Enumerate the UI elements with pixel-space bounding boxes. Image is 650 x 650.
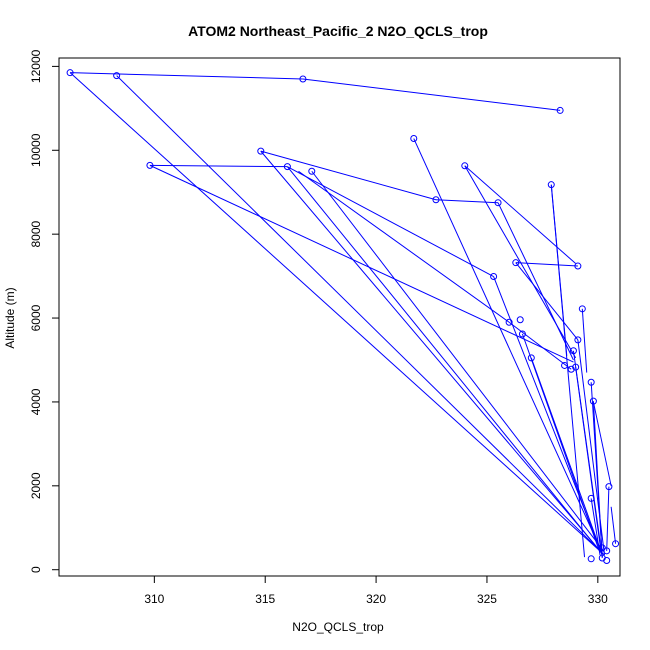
data-point [527,354,535,362]
data-point [578,305,586,313]
data-line-segment [302,78,561,111]
data-point [490,273,498,281]
data-line-segment [515,262,579,341]
data-point [299,75,307,83]
data-line-segment [69,72,605,556]
data-point [432,196,440,204]
data-line-segment [575,367,601,545]
data-line-segment [116,75,603,554]
x-tick-label: 310 [144,592,164,606]
data-point [572,363,580,371]
data-point [574,336,582,344]
data-line-segment [287,166,599,550]
x-tick-label: 330 [588,592,608,606]
data-point [257,147,265,155]
data-line-segment [413,138,603,554]
x-tick-label: 320 [366,592,386,606]
data-line-segment [592,401,603,558]
y-tick-label: 10000 [29,133,43,167]
data-segments [69,72,617,558]
x-tick-label: 315 [255,592,275,606]
data-line-segment [149,164,574,363]
data-line-segment [606,486,610,551]
plot-frame [58,57,621,577]
data-point [561,361,569,369]
data-line-segment [311,170,605,553]
data-line-segment [550,184,568,356]
data-point [461,162,469,170]
data-line-segment [70,72,303,80]
y-tick-label: 12000 [29,49,43,83]
data-line-segment [260,150,601,552]
data-point [603,547,611,555]
data-point [283,163,291,171]
data-line-segment [497,202,574,361]
data-line-segment [287,166,494,277]
x-axis-label: N2O_QCLS_trop [292,620,384,634]
data-point [146,161,154,169]
data-point [410,135,418,143]
data-point [567,365,575,373]
data-point [603,556,611,564]
y-tick-label: 4000 [29,388,43,415]
data-points [66,69,620,564]
y-tick-label: 8000 [29,220,43,247]
data-line-segment [530,357,603,556]
y-tick-label: 6000 [29,304,43,331]
data-line-segment [149,164,288,168]
data-line-segment [298,170,510,323]
data-line-segment [610,506,617,544]
y-tick-label: 0 [29,566,43,573]
data-line-segment [592,401,612,486]
data-line-segment [581,308,588,373]
data-line-segment [508,321,572,370]
data-point [494,199,502,207]
chart-title: ATOM2 Northeast_Pacific_2 N2O_QCLS_trop [188,23,488,39]
data-point [587,378,595,386]
data-line-segment [515,262,578,267]
y-axis-label: Altitude (m) [3,287,17,348]
data-point [113,72,121,80]
data-point [518,330,526,338]
data-line-segment [464,165,577,359]
data-point [569,347,577,355]
data-point [587,494,595,502]
data-line-segment [435,199,499,204]
data-point [612,540,620,548]
data-line-segment [590,498,601,556]
data-point [547,181,555,189]
data-point [556,106,564,114]
data-point [574,262,582,270]
data-point [66,69,74,77]
data-point [516,316,524,324]
data-point [589,397,597,405]
data-point [512,259,520,267]
data-line-segment [260,150,437,201]
y-tick-label: 2000 [29,472,43,499]
y-axis: 0 2000 4000 6000 8000 10000 12000 [29,49,59,573]
data-point [308,167,316,175]
x-axis: 310 315 320 325 330 [144,576,608,606]
x-tick-label: 325 [477,592,497,606]
data-point [505,318,513,326]
data-point [605,483,613,491]
data-point [587,555,595,563]
